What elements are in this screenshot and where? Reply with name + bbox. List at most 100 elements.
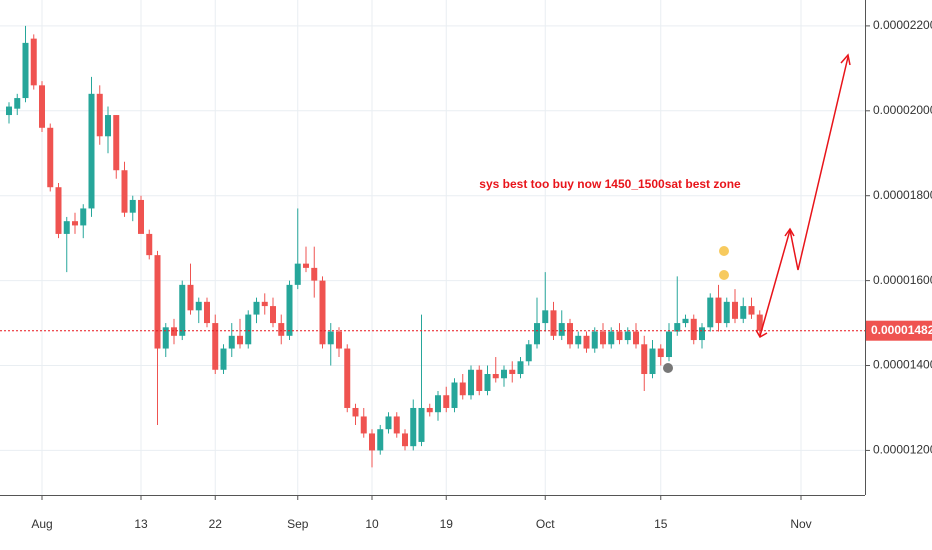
x-tick-label: 19: [440, 517, 454, 531]
candle-body: [451, 382, 458, 408]
last-price-tag: [866, 320, 932, 341]
candle-body: [220, 348, 227, 370]
candle-body: [476, 369, 483, 391]
candle-body: [740, 306, 747, 319]
candle-body: [657, 348, 664, 358]
candle-body: [14, 98, 21, 109]
candle-body: [303, 263, 309, 268]
candle-body: [418, 407, 425, 442]
candle-body: [336, 331, 342, 349]
candle-body: [443, 395, 450, 408]
candle-body: [707, 297, 714, 328]
candle-body: [179, 284, 186, 336]
candle-body: [484, 374, 491, 391]
y-tick-label: 0.00001800: [873, 188, 932, 202]
candle-body: [286, 284, 293, 336]
candle-body: [369, 433, 375, 451]
x-tick-label: Nov: [790, 517, 811, 531]
candle-body: [319, 280, 326, 345]
candle-body: [377, 429, 384, 451]
x-tick-label: Sep: [287, 517, 309, 531]
candle-body: [756, 314, 763, 331]
y-tick-label: 0.00001600: [873, 273, 932, 287]
candle-body: [723, 301, 730, 324]
candle-body: [278, 323, 285, 336]
candle-body: [237, 335, 243, 345]
candle-body: [187, 284, 194, 311]
candle-body: [393, 416, 400, 434]
y-tick-label: 0.00001400: [873, 358, 932, 372]
candle-body: [575, 335, 582, 345]
x-tick-label: 10: [365, 517, 379, 531]
signal-dot: [719, 246, 729, 256]
candle-body: [146, 233, 153, 256]
candle-body: [517, 361, 524, 375]
candle-body: [699, 327, 705, 341]
y-tick-label: 0.00002000: [873, 103, 932, 117]
x-tick-label: 22: [209, 517, 223, 531]
candle-body: [633, 331, 639, 345]
last-price-label: 0.00001482: [871, 323, 932, 337]
candle-body: [47, 127, 54, 188]
candle-body: [245, 314, 252, 345]
candle-body: [88, 93, 95, 209]
candle-body: [649, 348, 656, 375]
candle-body: [608, 331, 615, 345]
candle-body: [6, 106, 12, 116]
candle-body: [261, 301, 268, 307]
candle-body: [567, 323, 573, 345]
candle-body: [96, 93, 103, 137]
candle-body: [294, 263, 301, 285]
candle-body: [121, 170, 128, 213]
candle-body: [72, 221, 78, 226]
signal-dot: [719, 270, 729, 280]
candle-body: [270, 306, 276, 324]
y-tick-label: 0.00002200: [873, 18, 932, 32]
candle-body: [327, 331, 334, 345]
candle-body: [591, 331, 598, 349]
x-tick-label: Oct: [536, 517, 555, 531]
candle-body: [690, 318, 697, 341]
candle-body: [63, 221, 70, 234]
candle-body: [558, 323, 565, 336]
candle-body: [501, 369, 507, 379]
candle-body: [748, 306, 755, 315]
candle-body: [171, 327, 177, 336]
candle-body: [550, 310, 557, 336]
candle-body: [509, 369, 516, 375]
candle-body: [682, 318, 689, 324]
candle-body: [253, 301, 260, 315]
arrow-heads: [755, 53, 851, 339]
candle-body: [534, 323, 540, 345]
candle-body: [641, 344, 648, 375]
candle-body: [600, 331, 606, 345]
candle-body: [352, 407, 359, 417]
x-tick-label: Aug: [31, 517, 52, 531]
candle-body: [228, 335, 235, 349]
candle-body: [22, 42, 29, 99]
candle-body: [55, 187, 62, 234]
candle-body: [525, 344, 532, 362]
candle-body: [195, 301, 202, 311]
projection-arrow: [759, 56, 849, 337]
candle-body: [435, 395, 441, 413]
x-tick-label: 13: [134, 517, 148, 531]
candle-body: [39, 85, 45, 128]
annotation: sys best too buy now 1450_1500sat best z…: [479, 177, 741, 191]
candle-body: [80, 208, 87, 226]
candle-body: [138, 199, 144, 234]
candle-body: [426, 407, 433, 413]
candle-body: [30, 38, 37, 86]
candles: [6, 25, 763, 468]
candle-body: [360, 416, 367, 434]
candle-body: [715, 297, 722, 324]
candle-body: [154, 255, 161, 349]
candle-body: [204, 301, 210, 324]
candle-body: [732, 301, 738, 319]
candle-body: [468, 369, 474, 396]
candle-body: [492, 374, 499, 379]
candle-body: [674, 323, 681, 332]
signal-dot: [663, 363, 673, 373]
candle-body: [459, 382, 466, 396]
